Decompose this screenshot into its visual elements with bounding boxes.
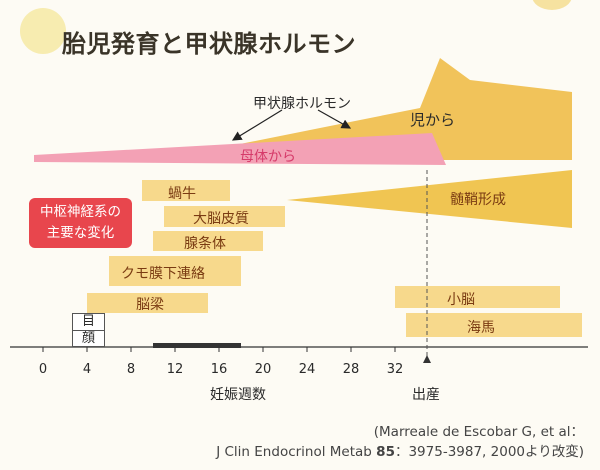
tick-label: 0 xyxy=(38,362,48,377)
eye-face-box: 目 顔 xyxy=(72,313,105,347)
myelination-wedge-group xyxy=(287,170,572,228)
citation-journal: J Clin Endocrinol Metab xyxy=(216,444,377,460)
page-title: 胎児発育と甲状腺ホルモン xyxy=(62,30,356,58)
maternal-source-label: 母体から xyxy=(240,149,296,165)
tick-label: 16 xyxy=(210,362,228,377)
face-label: 顔 xyxy=(73,330,104,347)
development-bar xyxy=(395,286,560,308)
myelination-label: 髄鞘形成 xyxy=(450,192,506,208)
citation-volume: 85 xyxy=(376,444,395,460)
development-bar xyxy=(164,206,285,227)
development-bar xyxy=(109,256,241,286)
hormone-bands xyxy=(34,58,572,165)
hormone-arrows xyxy=(231,109,352,141)
tick-label: 4 xyxy=(82,362,92,377)
tick-label: 12 xyxy=(166,362,184,377)
axis-highlight-bar xyxy=(153,343,241,348)
gestation-axis xyxy=(10,170,588,363)
title-decoration-blob xyxy=(20,8,66,54)
citation-pages: ：3975-3987, 2000より改変) xyxy=(394,444,584,460)
bar-label-subarachnoid: クモ膜下連絡 xyxy=(121,266,205,282)
bar-label-corpus-callosum: 脳梁 xyxy=(136,297,164,313)
myelination-wedge xyxy=(287,170,572,228)
tick-label: 24 xyxy=(298,362,316,377)
tick-label: 20 xyxy=(254,362,272,377)
maternal-hormone-band xyxy=(34,133,446,165)
development-bar xyxy=(142,180,230,201)
birth-marker xyxy=(423,355,431,363)
thyroid-hormone-label: 甲状腺ホルモン xyxy=(253,96,351,112)
cns-changes-box: 中枢神経系の 主要な変化 xyxy=(29,198,132,248)
development-bar xyxy=(153,231,263,251)
bar-label-cerebral-cortex: 大脳皮質 xyxy=(193,211,249,227)
x-axis-label: 妊娠週数 xyxy=(210,387,266,403)
birth-label: 出産 xyxy=(412,387,440,403)
bar-label-cerebellum: 小脳 xyxy=(447,292,475,308)
cns-box-line2: 主要な変化 xyxy=(46,225,115,241)
arrow-to-maternal xyxy=(231,109,283,141)
tick-label: 32 xyxy=(386,362,404,377)
fetal-source-label: 児から xyxy=(410,111,456,129)
arrow-to-fetal xyxy=(317,109,352,129)
citation-line1: (Marreale de Escobar G, et al： xyxy=(373,424,584,440)
bar-label-cochlea: 蝸牛 xyxy=(168,186,196,202)
corner-decoration-blob xyxy=(532,0,572,10)
bar-label-hippocampus: 海馬 xyxy=(467,320,495,336)
fetal-hormone-band xyxy=(210,58,572,160)
development-bar xyxy=(87,293,208,313)
cns-box-line1: 中枢神経系の xyxy=(40,204,121,220)
tick-label: 8 xyxy=(126,362,136,377)
bar-label-striatum: 腺条体 xyxy=(184,236,226,252)
development-bars xyxy=(87,180,582,337)
tick-label: 28 xyxy=(342,362,360,377)
eye-label: 目 xyxy=(81,314,95,329)
citation-line2: J Clin Endocrinol Metab 85：3975-3987, 20… xyxy=(216,440,584,460)
development-bar xyxy=(406,313,582,337)
